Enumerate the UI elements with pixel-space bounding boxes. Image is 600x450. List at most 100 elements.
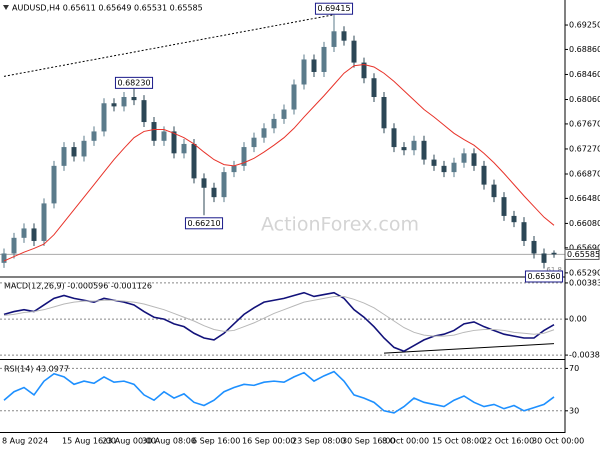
- moving-average: [3, 63, 555, 262]
- candle-body: [131, 97, 137, 101]
- x-tick-label: 23 Sep 08:00: [292, 437, 345, 446]
- y-tick-label: 0.68060: [569, 95, 600, 104]
- x-tick-label: 8 Aug 2024: [2, 437, 48, 446]
- candle-body: [521, 222, 527, 241]
- series-line: [3, 295, 555, 337]
- candle-body: [271, 118, 277, 129]
- candle-body: [351, 40, 357, 63]
- candle-body: [431, 159, 437, 166]
- y-tick-label: 0.66480: [569, 194, 600, 203]
- candle-body: [301, 59, 307, 85]
- candle-body: [391, 128, 397, 148]
- candle-body: [201, 178, 207, 188]
- price-label: 0.68230: [114, 76, 154, 89]
- candle-body: [61, 147, 67, 166]
- candle-body: [261, 128, 267, 138]
- candle-body: [331, 31, 337, 47]
- candle-body: [151, 122, 157, 141]
- x-tick-label: 22 Oct 16:00: [482, 437, 534, 446]
- candle-body: [81, 140, 87, 157]
- y-tick-label: 0.00: [569, 315, 587, 324]
- symbol-icon: [3, 5, 9, 10]
- candle-body: [381, 97, 387, 129]
- watermark: ActionForex.com: [261, 214, 419, 236]
- candle-body: [241, 147, 247, 166]
- current-price-box: [564, 248, 600, 260]
- y-tick-label: 0.65690: [569, 243, 600, 252]
- candle-body: [401, 147, 407, 151]
- candle-body: [91, 131, 97, 141]
- candle-body: [311, 59, 317, 72]
- candle-body: [191, 143, 197, 179]
- price-label: 0.66210: [184, 217, 224, 230]
- candle-body: [531, 240, 537, 254]
- candle-body: [491, 184, 497, 198]
- y-tick-label: 0.67270: [569, 144, 600, 153]
- series-line: [3, 370, 555, 414]
- candle-body: [71, 147, 77, 157]
- y-tick-label: 0.66080: [569, 219, 600, 228]
- candle-body: [161, 131, 167, 141]
- x-tick-label: 23 Aug 00:00: [102, 437, 156, 446]
- candle-body: [181, 143, 187, 154]
- candle-body: [221, 172, 227, 198]
- candle-body: [11, 237, 17, 254]
- x-tick-label: 30 Aug 08:00: [142, 437, 196, 446]
- price-label-box: [314, 2, 354, 15]
- macd-title: MACD(12,26,9) -0.000596 -0.001126: [4, 282, 152, 291]
- candle-body: [121, 97, 127, 107]
- y-tick-label: -0.003811: [569, 351, 600, 360]
- x-tick-label: 30 Oct 00:00: [532, 437, 584, 446]
- candle-body: [511, 215, 517, 223]
- candle-body: [321, 46, 327, 72]
- price-label-text: 0.69415: [317, 4, 350, 13]
- y-tick-label: 0.68860: [569, 45, 600, 54]
- candle-body: [421, 140, 427, 160]
- candle-body: [441, 165, 447, 173]
- candle-body: [111, 103, 117, 107]
- y-tick-label: 0.65290: [569, 268, 600, 277]
- current-price-label: 0.65585: [567, 250, 600, 259]
- candle-body: [231, 165, 237, 173]
- price-label: 0.69415: [314, 2, 354, 15]
- price-label-box: [184, 217, 224, 230]
- candle-body: [251, 137, 257, 148]
- y-tick-label: 0.68460: [569, 70, 600, 79]
- candle-body: [211, 187, 217, 198]
- x-tick-label: 30 Sep 16:00: [342, 437, 395, 446]
- x-tick-label: 6 Sep 16:00: [192, 437, 240, 446]
- price-label-text: 0.66210: [187, 219, 220, 228]
- candle-body: [481, 165, 487, 185]
- chart-title: AUDUSD,H4 0.65611 0.65649 0.65531 0.6558…: [12, 4, 203, 13]
- candle-body: [1, 253, 7, 263]
- y-tick-label: 0.67670: [569, 119, 600, 128]
- candle-body: [461, 153, 467, 163]
- x-tick-label: 8 Oct 00:00: [382, 437, 429, 446]
- x-tick-label: 16 Sep 00:00: [242, 437, 295, 446]
- candle-body: [171, 131, 177, 154]
- fib-note: 61.8: [546, 266, 562, 274]
- candle-body: [541, 253, 547, 263]
- price-label-text: 0.68230: [117, 78, 150, 87]
- candle-body: [31, 228, 37, 241]
- candle-body: [141, 100, 147, 123]
- price-label-text: 0.65360: [527, 272, 560, 281]
- candle-body: [551, 252, 557, 255]
- y-tick-label: 0.003834: [569, 278, 600, 287]
- candle-body: [341, 31, 347, 41]
- price-label-box: [114, 76, 154, 89]
- candle-body: [21, 228, 27, 238]
- trendline: [383, 343, 555, 354]
- y-tick-label: 0.66870: [569, 169, 600, 178]
- candle-body: [501, 197, 507, 216]
- price-label: 0.65360: [524, 270, 564, 283]
- y-tick-label: 70: [569, 364, 579, 373]
- candle-body: [371, 78, 377, 98]
- y-tick-label: 30: [569, 406, 579, 415]
- frame: [0, 0, 566, 433]
- candle-body: [471, 153, 477, 166]
- x-tick-label: 15 Aug 16:00: [62, 437, 116, 446]
- candle-body: [281, 109, 287, 119]
